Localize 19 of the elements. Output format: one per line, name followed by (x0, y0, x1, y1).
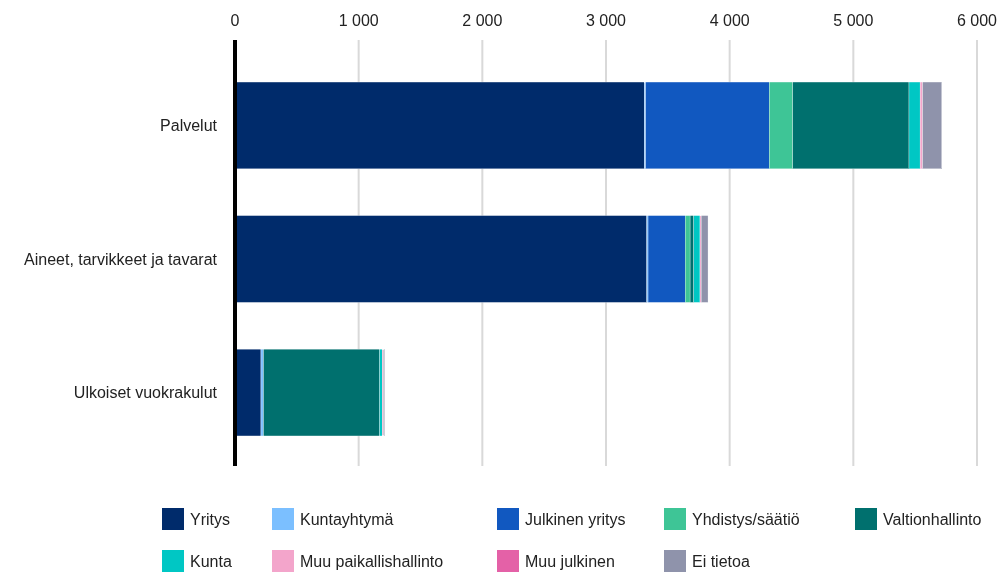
x-tick-label: 4 000 (709, 12, 750, 29)
x-tick-label: 0 (230, 12, 240, 29)
x-tick-label: 3 000 (585, 12, 627, 29)
legend-label: Valtionhallinto (883, 510, 982, 528)
y-tick-label: Ulkoiset vuokrakulut (73, 384, 218, 402)
legend-label: Muu paikallishallinto (300, 552, 444, 570)
legend-label: Kunta (190, 552, 232, 570)
x-tick-label: 5 000 (833, 12, 874, 29)
y-tick-label: Palvelut (160, 117, 218, 135)
x-tick-label: 6 000 (956, 12, 998, 29)
legend-label: Kuntayhtymä (300, 510, 394, 528)
x-tick-label: 1 000 (338, 12, 379, 29)
legend-label: Yhdistys/säätiö (692, 510, 800, 528)
x-tick-label: 2 000 (462, 12, 503, 29)
legend-label: Yritys (190, 510, 230, 528)
legend-label: Muu julkinen (525, 552, 615, 570)
legend-label: Julkinen yritys (525, 510, 626, 528)
legend-label: Ei tietoa (692, 552, 750, 570)
y-tick-label: Aineet, tarvikkeet ja tavarat (24, 250, 218, 268)
